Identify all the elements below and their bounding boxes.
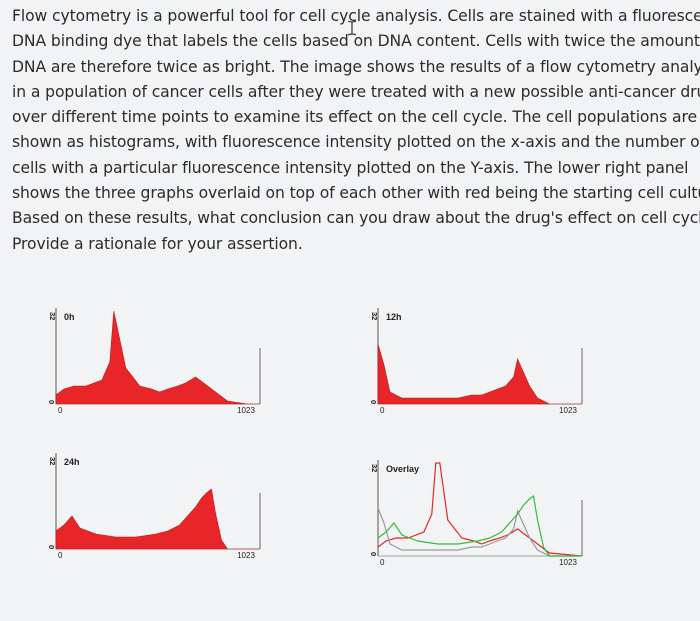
histogram-12h: 12h 32 0 0 1023 [360, 300, 590, 415]
y-min-label: 0 [369, 552, 378, 556]
x-tick-label: 0 [58, 406, 63, 415]
question-line: DNA are therefore twice as bright. The i… [12, 57, 700, 76]
histogram-line-series-red [377, 462, 583, 557]
question-line: shows the three graphs overlaid on top o… [12, 184, 700, 203]
question-line: Provide a rationale for your assertion. [12, 234, 303, 253]
histogram-24h: 24h 32 0 0 1023 [38, 445, 268, 560]
histogram-line-series-gray [377, 507, 582, 557]
histogram-overlay-svg: Overlay 32 00 1023 [369, 460, 583, 567]
histogram-area-series [55, 310, 260, 405]
panel-label: 24h [64, 457, 80, 467]
x-tick-label: 0 [380, 406, 385, 415]
y-max-label: 32 [48, 312, 57, 320]
x-tick-label: 1023 [237, 406, 255, 415]
histogram-area-series [55, 488, 260, 550]
panel-label: Overlay [386, 464, 419, 474]
question-line: cells with a particular fluorescence int… [12, 158, 689, 177]
question-line: in a population of cancer cells after th… [12, 82, 700, 101]
x-tick-label: 1023 [237, 551, 255, 560]
y-min-label: 0 [47, 545, 56, 549]
histogram-12h-svg: 12h 32 00 1023 [369, 308, 583, 415]
y-min-label: 0 [369, 400, 378, 404]
histogram-0h-svg: 0h 32 00 1023 [47, 308, 261, 415]
x-tick-label: 0 [58, 551, 63, 560]
text-cursor-icon [347, 20, 357, 36]
x-tick-label: 1023 [559, 558, 577, 567]
question-line: shown as histograms, with fluorescence i… [12, 133, 700, 152]
panel-label: 0h [64, 312, 75, 322]
question-line: over different time points to examine it… [12, 108, 697, 127]
y-max-label: 32 [370, 464, 379, 472]
question-line: Flow cytometry is a powerful tool for ce… [12, 7, 700, 25]
x-tick-label: 1023 [559, 406, 577, 415]
question-text: Flow cytometry is a powerful tool for ce… [12, 4, 700, 257]
question-line: DNA binding dye that labels the cells ba… [12, 32, 700, 51]
histogram-0h: 0h 32 0 0 1023 [38, 300, 268, 415]
panel-label: 12h [386, 312, 402, 322]
histogram-area-series [377, 343, 582, 405]
question-line: Based on these results, what conclusion … [12, 209, 700, 228]
histogram-line-series-green [377, 494, 582, 557]
y-min-label: 0 [47, 400, 56, 404]
histogram-overlay: Overlay 32 0 0 1023 [360, 452, 590, 567]
histogram-24h-svg: 24h 32 00 1023 [47, 453, 261, 560]
x-tick-label: 0 [380, 558, 385, 567]
y-max-label: 32 [370, 312, 379, 320]
y-max-label: 32 [48, 457, 57, 465]
